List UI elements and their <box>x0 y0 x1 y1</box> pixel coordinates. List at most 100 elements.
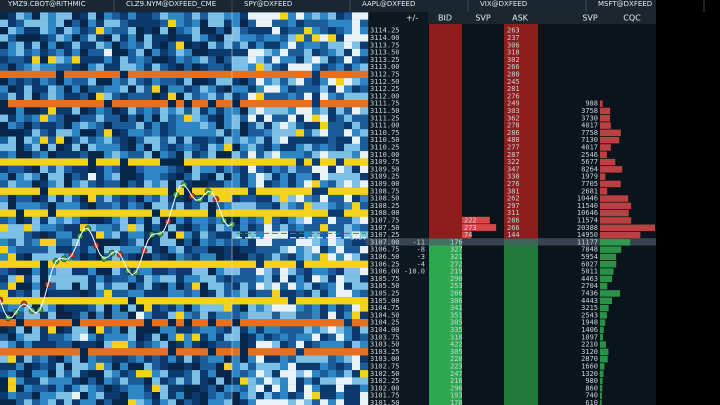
heat-cell <box>280 34 289 42</box>
heat-cell <box>192 377 201 385</box>
tab[interactable]: VIX@DXFEED <box>480 0 527 8</box>
heat-cell <box>64 348 73 356</box>
heat-cell <box>112 326 121 334</box>
heat-cell <box>96 297 105 305</box>
heat-cell <box>128 326 137 334</box>
heat-cell <box>360 48 369 57</box>
heat-cell <box>272 260 281 269</box>
heat-cell <box>320 231 329 239</box>
heat-cell <box>264 253 273 261</box>
ask-size: 266 <box>507 224 520 232</box>
heat-cell <box>272 107 281 115</box>
price: 3106.75 <box>370 246 400 254</box>
heat-cell <box>32 107 41 115</box>
heat-cell <box>136 370 145 378</box>
heat-cell <box>0 326 9 334</box>
heat-cell <box>216 100 225 108</box>
price: 3102.25 <box>370 377 400 385</box>
heat-cell <box>272 85 281 93</box>
heat-cell <box>344 355 353 363</box>
heat-cell <box>176 92 185 101</box>
column-header[interactable]: SVP <box>475 14 491 23</box>
heat-cell <box>96 224 105 232</box>
heat-cell <box>288 384 297 393</box>
heat-cell <box>288 267 297 276</box>
tab[interactable]: AAPL@DXFEED <box>362 0 415 8</box>
heat-cell <box>88 158 97 166</box>
heat-cell <box>24 85 33 93</box>
heat-cell <box>96 246 105 254</box>
heat-cell <box>336 173 345 181</box>
heat-cell <box>184 12 193 20</box>
heat-cell <box>184 202 193 210</box>
heat-cell <box>208 238 217 247</box>
heat-cell <box>8 100 17 108</box>
heat-cell <box>272 377 281 385</box>
tab[interactable]: CLZ9.NYM@DXFEED_CME <box>126 0 216 8</box>
heat-cell <box>344 392 353 400</box>
heat-cell <box>296 187 305 196</box>
heat-cell <box>104 311 113 320</box>
heat-cell <box>328 136 337 144</box>
heat-cell <box>24 194 33 203</box>
heat-cell <box>88 34 97 42</box>
tab[interactable]: SPY@DXFEED <box>244 0 292 8</box>
heat-cell <box>0 114 9 123</box>
heat-cell <box>360 158 369 166</box>
heat-cell <box>296 34 305 42</box>
heat-cell <box>0 121 9 130</box>
heat-cell <box>104 282 113 290</box>
heat-cell <box>280 253 289 261</box>
column-header[interactable]: ASK <box>512 14 529 23</box>
heat-cell <box>88 202 97 210</box>
heat-cell <box>104 158 113 166</box>
heat-cell <box>200 282 209 290</box>
heat-cell <box>120 282 129 290</box>
heat-cell <box>80 224 89 232</box>
price: 3105.00 <box>370 297 400 305</box>
heat-cell <box>64 19 73 28</box>
heat-cell <box>48 107 57 115</box>
heat-cell <box>160 100 169 108</box>
heat-cell <box>168 158 177 166</box>
heat-cell <box>32 384 41 393</box>
heat-cell <box>16 377 25 385</box>
heat-cell <box>232 238 241 247</box>
heat-cell <box>120 180 129 188</box>
heat-cell <box>168 70 177 79</box>
heat-cell <box>144 326 153 334</box>
column-header[interactable]: CQC <box>623 14 641 23</box>
heat-cell <box>320 209 329 217</box>
heat-cell <box>216 297 225 305</box>
heat-cell <box>288 78 297 86</box>
column-header[interactable]: BID <box>438 14 452 23</box>
heat-cell <box>16 355 25 363</box>
tab[interactable]: YMZ9.CBOT@RITHMIC <box>7 0 86 8</box>
heat-cell <box>280 19 289 28</box>
column-header[interactable]: +/- <box>406 14 418 23</box>
price: 3105.50 <box>370 282 400 290</box>
tab[interactable]: MSFT@DXFEED <box>598 0 652 8</box>
column-header[interactable]: SVP <box>582 14 598 23</box>
ask-block-bottom <box>504 238 538 405</box>
heat-cell <box>104 143 113 152</box>
price: 3104.50 <box>370 311 400 319</box>
heat-cell <box>120 297 129 305</box>
ask-size: 318 <box>507 49 520 57</box>
heat-cell <box>104 370 113 378</box>
heat-cell <box>24 70 33 79</box>
heat-cell <box>104 384 113 393</box>
heat-cell <box>112 173 121 181</box>
heat-cell <box>336 377 345 385</box>
heat-cell <box>0 27 9 35</box>
heat-cell <box>128 34 137 42</box>
heat-cell <box>200 107 209 115</box>
heat-cell <box>144 27 153 35</box>
heat-cell <box>320 180 329 188</box>
heat-cell <box>136 260 145 269</box>
bid-size: 341 <box>450 304 463 312</box>
heat-cell <box>208 340 217 349</box>
heat-cell <box>128 114 137 123</box>
heat-cell <box>320 362 329 371</box>
heat-cell <box>56 319 65 327</box>
